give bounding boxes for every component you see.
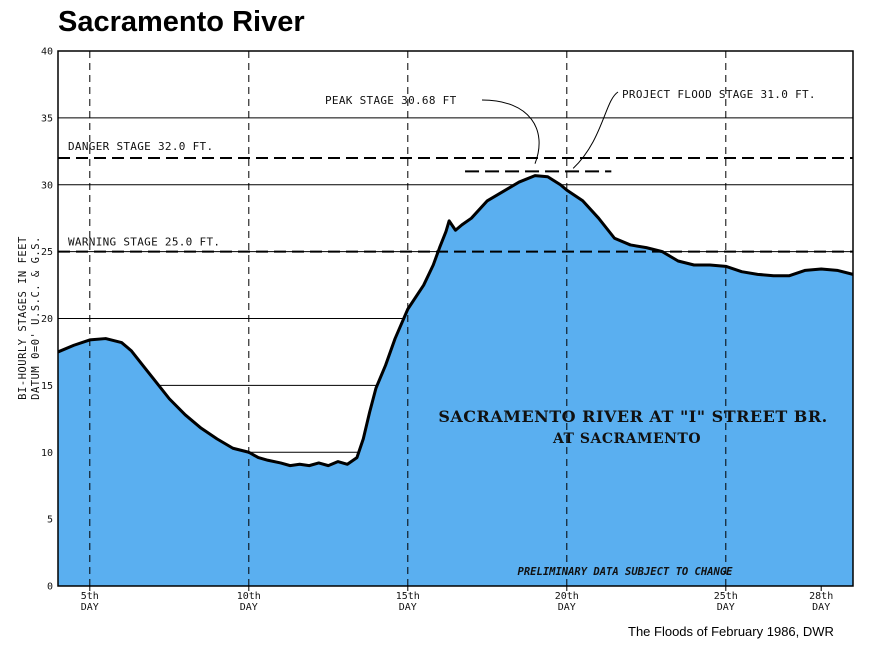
x-tick-label-day-5th: DAY (81, 602, 99, 613)
y-tick-label-5: 5 (47, 515, 53, 526)
x-tick-label-20th: 20th (555, 591, 579, 602)
stage-area-fill (58, 175, 853, 586)
source-credit: The Floods of February 1986, DWR (628, 624, 834, 639)
y-tick-labels: 0 5 10 15 20 25 30 35 40 (41, 47, 53, 593)
x-tick-label-10th: 10th (237, 591, 261, 602)
x-tick-label-day-20th: DAY (558, 602, 576, 613)
y-tick-label-35: 35 (41, 113, 53, 124)
stage-line (57, 174, 854, 468)
plot-frame (57, 50, 854, 587)
x-tick-label-25th: 25th (714, 591, 738, 602)
station-label-line2: AT SACRAMENTO (552, 431, 701, 447)
y-tick-label-20: 20 (41, 314, 53, 325)
project-flood-leader-line (572, 91, 619, 169)
x-tick-labels: 5thDAY10thDAY15thDAY20thDAY25thDAY28thDA… (81, 591, 833, 613)
reference-lines (58, 157, 853, 253)
y-tick-label-30: 30 (41, 180, 53, 191)
x-tick-label-day-10th: DAY (240, 602, 258, 613)
x-tick-label-day-25th: DAY (717, 602, 735, 613)
x-tick-label-5th: 5th (81, 591, 99, 602)
y-tick-label-40: 40 (41, 47, 53, 58)
warning-stage-label: WARNING STAGE 25.0 FT. (68, 236, 220, 249)
x-tick-label-day-28th: DAY (812, 602, 830, 613)
x-tick-label-day-15th: DAY (399, 602, 417, 613)
station-label-line1: SACRAMENTO RIVER AT "I" STREET BR. (438, 407, 827, 426)
x-tick-label-28th: 28th (809, 591, 833, 602)
vertical-grid-layer (89, 51, 822, 591)
y-tick-label-10: 10 (41, 448, 53, 459)
project-flood-stage-label: PROJECT FLOOD STAGE 31.0 FT. (622, 88, 816, 101)
x-tick-label-15th: 15th (396, 591, 420, 602)
preliminary-note: PRELIMINARY DATA SUBJECT TO CHANGE (518, 566, 734, 578)
peak-leader-line (481, 99, 540, 164)
danger-stage-label: DANGER STAGE 32.0 FT. (68, 140, 213, 153)
y-tick-label-0: 0 (47, 582, 53, 593)
peak-stage-label: PEAK STAGE 30.68 FT (325, 94, 457, 107)
y-tick-label-25: 25 (41, 247, 53, 258)
chart-title: Sacramento River (58, 6, 305, 38)
y-tick-label-15: 15 (41, 381, 53, 392)
